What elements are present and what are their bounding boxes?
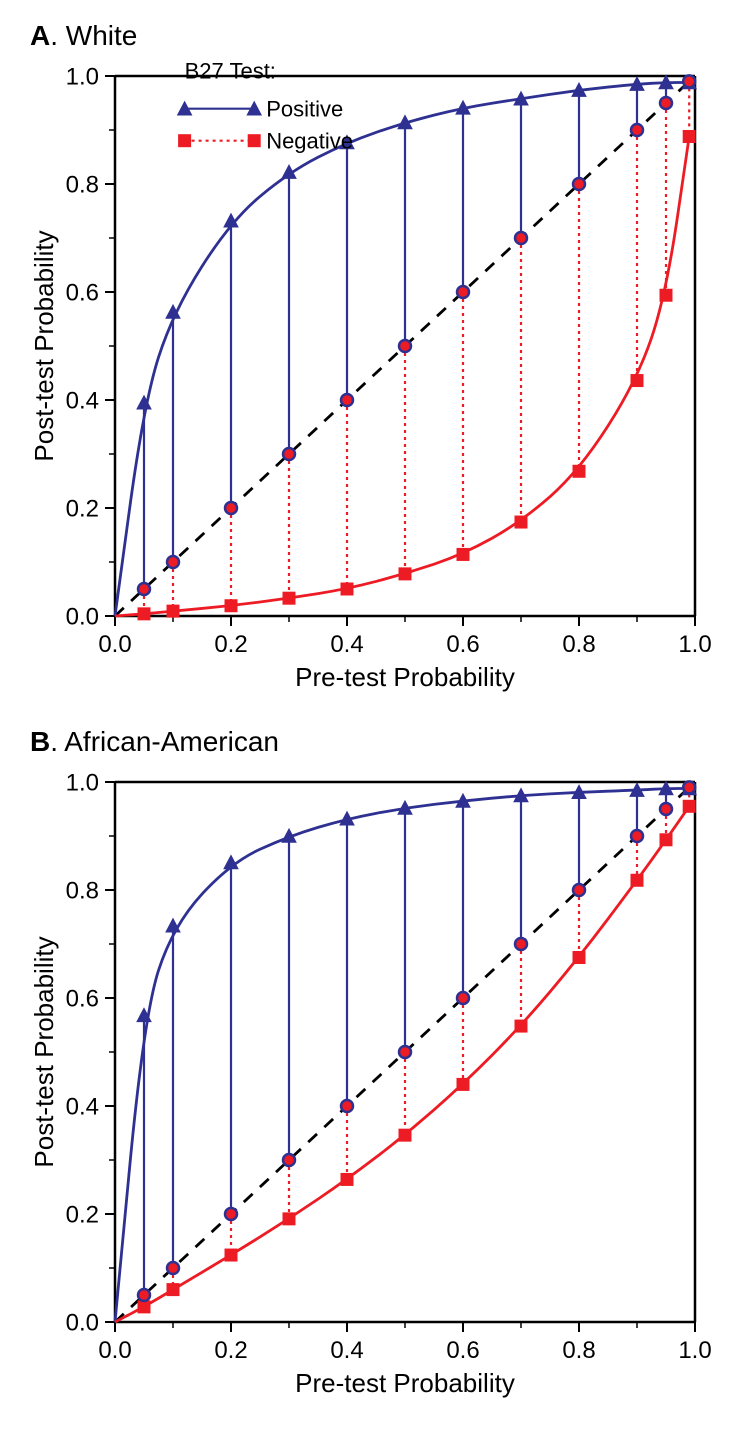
svg-text:1.0: 1.0 bbox=[678, 1337, 711, 1364]
svg-text:0.8: 0.8 bbox=[562, 631, 595, 658]
svg-text:B27 Test:: B27 Test: bbox=[185, 59, 276, 84]
svg-text:Negative: Negative bbox=[266, 128, 353, 153]
svg-text:0.0: 0.0 bbox=[98, 1337, 131, 1364]
svg-text:0.4: 0.4 bbox=[330, 631, 363, 658]
svg-text:0.8: 0.8 bbox=[66, 171, 99, 198]
svg-text:0.2: 0.2 bbox=[66, 1201, 99, 1228]
figure-root: A. White 0.0 0.2 0.4 0.6 0.8 1.0 0.0 0.2 0.4 0.6 0.… bbox=[20, 20, 715, 1402]
svg-text:1.0: 1.0 bbox=[66, 769, 99, 796]
panel-title-B: B. African-American bbox=[30, 726, 715, 758]
panel-subtitle: . White bbox=[50, 20, 137, 51]
svg-text:0.2: 0.2 bbox=[66, 495, 99, 522]
svg-text:1.0: 1.0 bbox=[66, 63, 99, 90]
panel-letter: A bbox=[30, 20, 50, 51]
panel-title-A: A. White bbox=[30, 20, 715, 52]
chart-panel-B: B. African-American 0.0 0.2 0.4 0.6 0.8 1.0 0.0… bbox=[20, 726, 715, 1402]
svg-text:Post-test Probability: Post-test Probability bbox=[29, 230, 59, 461]
svg-text:0.6: 0.6 bbox=[66, 279, 99, 306]
svg-text:0.2: 0.2 bbox=[214, 631, 247, 658]
panel-subtitle: . African-American bbox=[50, 726, 279, 757]
svg-text:0.4: 0.4 bbox=[330, 1337, 363, 1364]
svg-text:0.8: 0.8 bbox=[562, 1337, 595, 1364]
chart-panel-A: A. White 0.0 0.2 0.4 0.6 0.8 1.0 0.0 0.2 0.4 0.6 0.… bbox=[20, 20, 715, 696]
svg-text:0.6: 0.6 bbox=[446, 631, 479, 658]
svg-text:0.0: 0.0 bbox=[66, 1309, 99, 1336]
svg-text:0.4: 0.4 bbox=[66, 387, 99, 414]
svg-text:Positive: Positive bbox=[266, 96, 343, 121]
svg-text:0.2: 0.2 bbox=[214, 1337, 247, 1364]
chart-svg-A: 0.0 0.2 0.4 0.6 0.8 1.0 0.0 0.2 0.4 0.6 0.8 1.0 Pre-… bbox=[20, 56, 720, 696]
svg-text:Pre-test Probability: Pre-test Probability bbox=[295, 662, 515, 692]
svg-text:1.0: 1.0 bbox=[678, 631, 711, 658]
svg-text:0.8: 0.8 bbox=[66, 877, 99, 904]
svg-text:0.6: 0.6 bbox=[446, 1337, 479, 1364]
svg-text:0.0: 0.0 bbox=[66, 603, 99, 630]
svg-text:0.0: 0.0 bbox=[98, 631, 131, 658]
svg-text:0.6: 0.6 bbox=[66, 985, 99, 1012]
svg-text:0.4: 0.4 bbox=[66, 1093, 99, 1120]
svg-text:Pre-test Probability: Pre-test Probability bbox=[295, 1368, 515, 1398]
svg-text:Post-test Probability: Post-test Probability bbox=[29, 936, 59, 1167]
panel-letter: B bbox=[30, 726, 50, 757]
chart-svg-B: 0.0 0.2 0.4 0.6 0.8 1.0 0.0 0.2 0.4 0.6 0.8 1.0 Pre-… bbox=[20, 762, 720, 1402]
